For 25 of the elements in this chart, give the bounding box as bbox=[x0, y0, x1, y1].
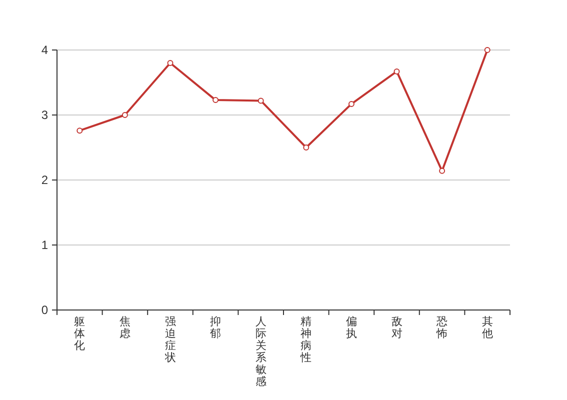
point bbox=[439, 168, 446, 174]
point bbox=[394, 68, 400, 74]
point bbox=[258, 98, 264, 104]
y-tick-label: 1 bbox=[41, 238, 48, 252]
x-tick-label: 恐怖 bbox=[436, 316, 448, 340]
point bbox=[122, 112, 128, 118]
point bbox=[167, 60, 174, 66]
x-tick-label: 敌对 bbox=[391, 316, 402, 340]
x-tick-label: 其他 bbox=[482, 315, 493, 340]
point bbox=[76, 128, 83, 134]
point bbox=[348, 100, 354, 107]
x-tick-label: 焦虑 bbox=[119, 316, 130, 340]
y-tick-label: 3 bbox=[41, 108, 48, 122]
point bbox=[212, 97, 219, 104]
x-tick-label: 人际关系敏感 bbox=[255, 316, 266, 388]
y-tick-label: 2 bbox=[41, 173, 48, 187]
x-tick-label: 强迫症状 bbox=[164, 316, 176, 364]
x-tick-label: 偏执 bbox=[346, 316, 357, 340]
y-tick-label: 4 bbox=[41, 43, 48, 57]
x-tick-label: 躯体化 bbox=[74, 316, 86, 352]
y-tick-label: 0 bbox=[41, 303, 48, 317]
point bbox=[303, 144, 310, 150]
x-tick-label: 抑郁 bbox=[210, 316, 222, 340]
point bbox=[484, 47, 490, 53]
x-tick-label: 精神病性 bbox=[300, 316, 312, 364]
